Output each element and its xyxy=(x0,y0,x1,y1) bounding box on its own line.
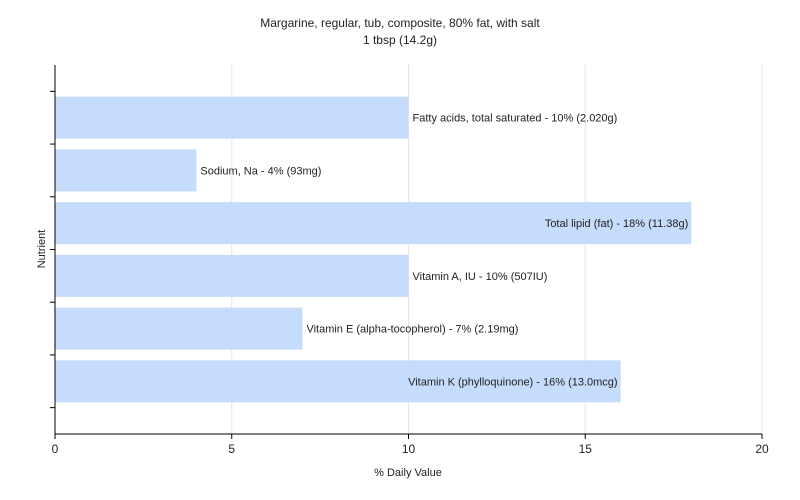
bars: Fatty acids, total saturated - 10% (2.02… xyxy=(55,96,692,403)
bar xyxy=(55,149,197,192)
bar xyxy=(55,96,409,139)
bar xyxy=(55,254,409,297)
bar xyxy=(55,202,692,245)
bar xyxy=(55,307,303,350)
bar xyxy=(55,360,621,403)
bar-label: Total lipid (fat) - 18% (11.38g) xyxy=(545,218,688,230)
x-tick-label: 5 xyxy=(228,442,235,456)
x-tick-label: 20 xyxy=(755,442,769,456)
bar-label: Vitamin A, IU - 10% (507IU) xyxy=(413,271,548,283)
x-tick-label: 0 xyxy=(52,442,59,456)
x-axis-title: % Daily Value xyxy=(374,467,442,479)
axes: 0 5 10 15 20 xyxy=(50,65,769,456)
chart-subtitle: 1 tbsp (14.2g) xyxy=(363,33,437,47)
chart-title: Margarine, regular, tub, composite, 80% … xyxy=(260,16,540,30)
bar-label: Vitamin K (phylloquinone) - 16% (13.0mcg… xyxy=(408,376,618,388)
bar-label: Vitamin E (alpha-tocopherol) - 7% (2.19m… xyxy=(306,324,518,336)
x-tick-label: 10 xyxy=(402,442,416,456)
y-axis-title: Nutrient xyxy=(36,230,48,269)
bar-label: Fatty acids, total saturated - 10% (2.02… xyxy=(413,113,618,125)
x-tick-label: 15 xyxy=(579,442,593,456)
bar-label: Sodium, Na - 4% (93mg) xyxy=(200,165,321,177)
